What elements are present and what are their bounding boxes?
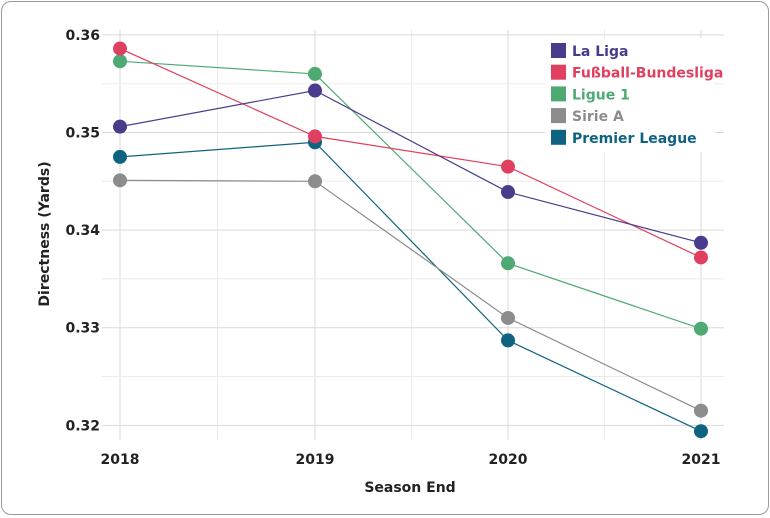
- x-tick-label: 2019: [296, 452, 335, 468]
- x-axis: 2018 2019 2020 2021: [101, 452, 721, 468]
- data-point[interactable]: [694, 321, 708, 336]
- data-point[interactable]: [308, 83, 322, 98]
- data-point[interactable]: [308, 129, 322, 144]
- x-axis-title: Season End: [364, 480, 455, 496]
- y-tick-label: 0.34: [65, 223, 100, 239]
- legend-item-ligue-1[interactable]: Ligue 1: [551, 86, 630, 103]
- series-layer: [113, 41, 708, 439]
- data-point[interactable]: [501, 159, 515, 174]
- x-tick-label: 2021: [682, 452, 721, 468]
- series-premier-league: [113, 135, 708, 439]
- y-tick-label: 0.33: [65, 321, 100, 337]
- y-tick-label: 0.36: [65, 28, 100, 44]
- legend-label: Premier League: [572, 131, 697, 147]
- y-tick-label: 0.35: [65, 126, 100, 142]
- data-point[interactable]: [113, 119, 127, 134]
- data-point[interactable]: [694, 235, 708, 250]
- series-line: [119, 48, 702, 258]
- legend-label: Sirie A: [572, 109, 624, 125]
- data-point[interactable]: [501, 310, 515, 325]
- data-point[interactable]: [501, 333, 515, 348]
- series-line: [119, 60, 702, 330]
- x-tick-label: 2018: [101, 452, 140, 468]
- data-point[interactable]: [113, 54, 127, 69]
- series-line: [119, 141, 702, 432]
- data-point[interactable]: [694, 403, 708, 418]
- legend-background: [545, 38, 715, 152]
- y-axis: 0.32 0.33 0.34 0.35 0.36: [65, 28, 100, 434]
- data-point[interactable]: [694, 424, 708, 439]
- data-point[interactable]: [308, 66, 322, 81]
- series-line: [119, 89, 702, 244]
- legend: La Liga Fußball-Bundesliga Ligue 1 Sirie A P…: [545, 38, 723, 152]
- data-point[interactable]: [501, 256, 515, 271]
- series-sirie-a: [113, 173, 708, 418]
- data-point[interactable]: [113, 41, 127, 56]
- legend-swatch: [551, 108, 566, 124]
- data-point[interactable]: [694, 250, 708, 265]
- legend-swatch: [551, 64, 566, 80]
- series-line: [119, 179, 702, 412]
- series-ligue-1: [113, 54, 708, 336]
- series-fu-ball-bundesliga: [113, 41, 708, 265]
- legend-label: Ligue 1: [572, 87, 630, 103]
- legend-label: Fußball-Bundesliga: [572, 66, 723, 82]
- legend-label: La Liga: [572, 44, 628, 60]
- data-point[interactable]: [308, 174, 322, 189]
- legend-item-la-liga[interactable]: La Liga: [551, 43, 628, 60]
- legend-swatch: [551, 129, 566, 145]
- legend-item-premier-league[interactable]: Premier League: [551, 129, 697, 147]
- legend-item-fu-ball-bundesliga[interactable]: Fußball-Bundesliga: [551, 64, 723, 82]
- x-tick-label: 2020: [489, 452, 528, 468]
- y-axis-title: Directness (Yards): [37, 161, 53, 306]
- legend-swatch: [551, 43, 566, 58]
- series-la-liga: [113, 83, 708, 250]
- data-point[interactable]: [113, 149, 127, 164]
- legend-item-sirie-a[interactable]: Sirie A: [551, 108, 624, 125]
- legend-swatch: [551, 86, 566, 102]
- y-tick-label: 0.32: [65, 418, 100, 434]
- data-point[interactable]: [113, 173, 127, 188]
- data-point[interactable]: [501, 185, 515, 200]
